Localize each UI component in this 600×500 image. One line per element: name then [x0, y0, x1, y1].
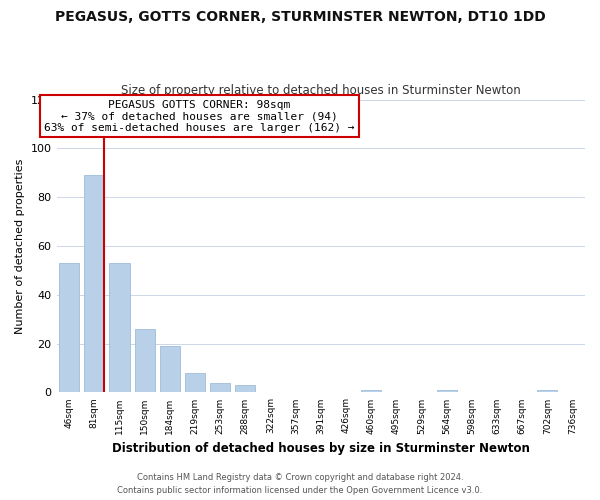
- Bar: [185, 373, 205, 392]
- X-axis label: Distribution of detached houses by size in Sturminster Newton: Distribution of detached houses by size …: [112, 442, 530, 455]
- Bar: [210, 382, 230, 392]
- Bar: [437, 390, 457, 392]
- Bar: [134, 329, 155, 392]
- Title: Size of property relative to detached houses in Sturminster Newton: Size of property relative to detached ho…: [121, 84, 521, 97]
- Text: PEGASUS, GOTTS CORNER, STURMINSTER NEWTON, DT10 1DD: PEGASUS, GOTTS CORNER, STURMINSTER NEWTO…: [55, 10, 545, 24]
- Bar: [160, 346, 180, 393]
- Bar: [361, 390, 381, 392]
- Bar: [537, 390, 557, 392]
- Y-axis label: Number of detached properties: Number of detached properties: [15, 158, 25, 334]
- Text: Contains HM Land Registry data © Crown copyright and database right 2024.
Contai: Contains HM Land Registry data © Crown c…: [118, 474, 482, 495]
- Bar: [235, 385, 256, 392]
- Bar: [59, 263, 79, 392]
- Bar: [84, 175, 104, 392]
- Text: PEGASUS GOTTS CORNER: 98sqm
← 37% of detached houses are smaller (94)
63% of sem: PEGASUS GOTTS CORNER: 98sqm ← 37% of det…: [44, 100, 355, 133]
- Bar: [109, 263, 130, 392]
